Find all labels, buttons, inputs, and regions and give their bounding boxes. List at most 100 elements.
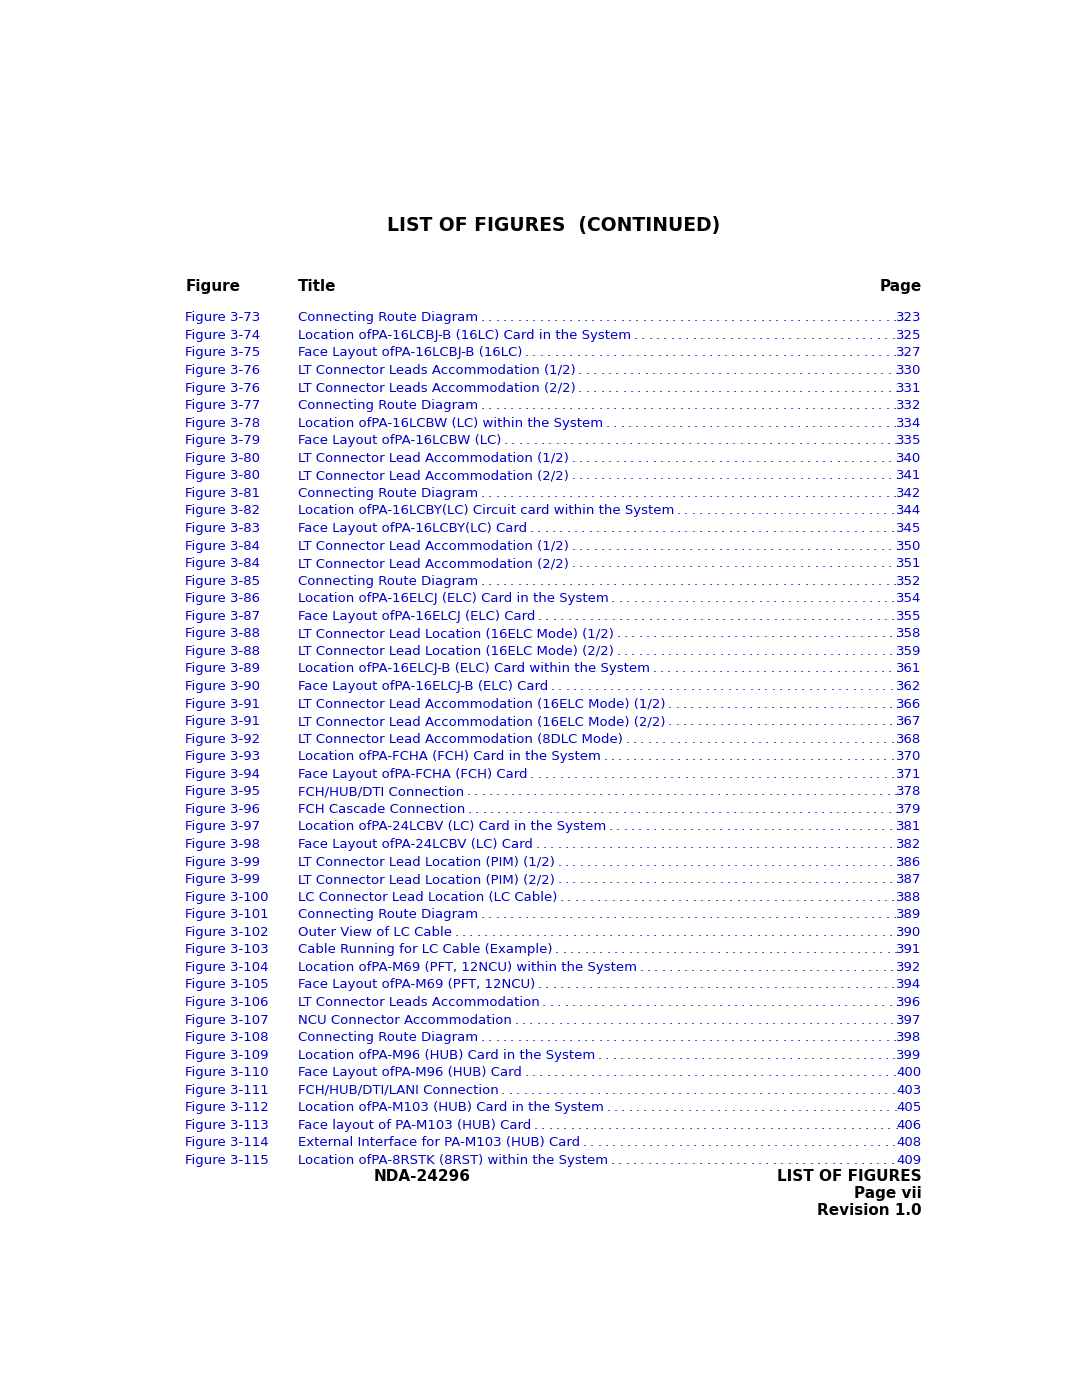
Text: .: . <box>801 1154 806 1166</box>
Text: .: . <box>678 1084 681 1097</box>
Text: .: . <box>745 908 750 921</box>
Text: .: . <box>829 645 834 658</box>
Text: .: . <box>775 400 779 412</box>
Text: .: . <box>809 522 813 535</box>
Text: .: . <box>746 785 751 798</box>
Text: .: . <box>800 996 804 1009</box>
Text: .: . <box>789 574 794 588</box>
Text: .: . <box>606 486 610 500</box>
Text: .: . <box>807 662 811 675</box>
Text: .: . <box>731 312 734 324</box>
Text: .: . <box>701 1031 705 1044</box>
Text: .: . <box>850 1119 854 1132</box>
Text: .: . <box>867 961 872 974</box>
Text: .: . <box>643 1031 647 1044</box>
Text: .: . <box>675 697 679 711</box>
Text: .: . <box>609 855 612 869</box>
Text: .: . <box>740 803 744 816</box>
Text: .: . <box>870 1049 874 1062</box>
Text: .: . <box>613 400 617 412</box>
Text: .: . <box>553 609 556 623</box>
Text: .: . <box>816 768 821 781</box>
Text: .: . <box>567 1084 571 1097</box>
Text: .: . <box>837 627 841 640</box>
Text: Figure 3-91: Figure 3-91 <box>186 697 260 711</box>
Text: .: . <box>887 1119 891 1132</box>
Text: .: . <box>677 504 680 517</box>
Text: .: . <box>737 328 741 342</box>
Text: .: . <box>891 328 895 342</box>
Text: .: . <box>714 732 718 746</box>
Text: .: . <box>584 434 589 447</box>
Text: .: . <box>748 820 753 834</box>
Text: .: . <box>703 803 707 816</box>
Text: .: . <box>586 996 591 1009</box>
Text: .: . <box>770 365 773 377</box>
Text: .: . <box>542 996 546 1009</box>
Text: .: . <box>707 328 712 342</box>
Text: .: . <box>707 609 711 623</box>
Text: .: . <box>597 1084 600 1097</box>
Text: .: . <box>702 943 706 957</box>
Text: .: . <box>746 943 751 957</box>
Text: .: . <box>565 873 569 886</box>
Text: .: . <box>698 926 701 939</box>
Text: .: . <box>853 732 858 746</box>
Text: .: . <box>603 1014 607 1027</box>
Text: .: . <box>734 645 738 658</box>
Text: .: . <box>660 451 664 465</box>
Text: .: . <box>629 785 633 798</box>
Text: .: . <box>800 820 805 834</box>
Text: 350: 350 <box>896 539 921 553</box>
Text: .: . <box>770 662 774 675</box>
Text: .: . <box>774 416 779 430</box>
Text: .: . <box>702 785 706 798</box>
Text: .: . <box>719 855 724 869</box>
Text: .: . <box>578 381 582 394</box>
Text: .: . <box>893 574 896 588</box>
Text: 358: 358 <box>896 627 921 640</box>
Text: .: . <box>696 803 700 816</box>
Text: .: . <box>727 873 731 886</box>
Text: .: . <box>795 592 799 605</box>
Text: .: . <box>784 365 788 377</box>
Text: .: . <box>693 416 698 430</box>
Text: .: . <box>591 346 595 359</box>
Text: .: . <box>808 697 812 711</box>
Text: .: . <box>518 434 523 447</box>
Text: .: . <box>743 768 747 781</box>
Text: .: . <box>839 732 842 746</box>
Text: .: . <box>685 1084 689 1097</box>
Text: .: . <box>672 346 676 359</box>
Text: .: . <box>537 1014 540 1027</box>
Text: .: . <box>667 838 672 851</box>
Text: .: . <box>743 750 747 763</box>
Text: .: . <box>892 1049 896 1062</box>
Text: .: . <box>856 400 860 412</box>
Text: .: . <box>585 1119 590 1132</box>
Text: .: . <box>600 803 604 816</box>
Text: .: . <box>821 1119 825 1132</box>
Text: .: . <box>878 908 882 921</box>
Text: .: . <box>627 908 632 921</box>
Text: .: . <box>724 574 728 588</box>
Text: .: . <box>864 785 868 798</box>
Text: .: . <box>636 1101 639 1115</box>
Text: .: . <box>635 486 639 500</box>
Text: .: . <box>845 715 849 728</box>
Text: .: . <box>700 978 704 992</box>
Text: .: . <box>875 961 879 974</box>
Text: .: . <box>825 891 828 904</box>
Text: .: . <box>782 312 786 324</box>
Text: Figure 3-106: Figure 3-106 <box>186 996 269 1009</box>
Text: .: . <box>651 1119 656 1132</box>
Text: .: . <box>873 381 877 394</box>
Text: .: . <box>650 1101 654 1115</box>
Text: .: . <box>768 785 772 798</box>
Text: .: . <box>822 557 826 570</box>
Text: .: . <box>735 768 740 781</box>
Text: .: . <box>755 1119 758 1132</box>
Text: .: . <box>626 891 630 904</box>
Text: Figure 3-97: Figure 3-97 <box>186 820 260 834</box>
Text: .: . <box>738 312 742 324</box>
